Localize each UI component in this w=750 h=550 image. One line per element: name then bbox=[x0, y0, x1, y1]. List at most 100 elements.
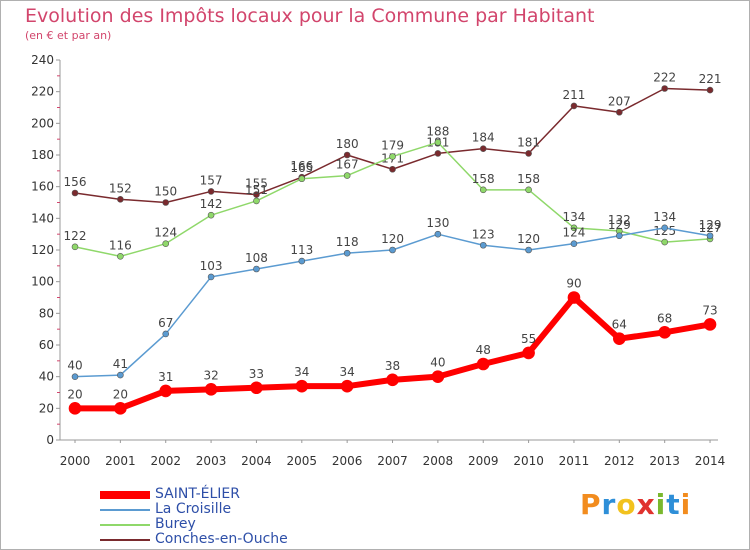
y-tick-label: 80 bbox=[39, 306, 54, 320]
data-point-burey bbox=[525, 186, 532, 194]
data-label-la-croisille: 118 bbox=[336, 235, 359, 249]
data-point-la-croisille bbox=[479, 241, 487, 249]
x-tick-label: 2010 bbox=[513, 454, 544, 468]
data-point-saint-elier bbox=[340, 379, 354, 393]
data-point-burey bbox=[434, 139, 442, 146]
data-label-burey: 179 bbox=[381, 139, 404, 153]
data-point-la-croisille bbox=[207, 273, 215, 281]
data-label-conches-en-ouche: 156 bbox=[64, 175, 87, 189]
data-point-burey bbox=[117, 253, 124, 260]
x-tick-label: 2014 bbox=[695, 454, 726, 468]
proxiti-logo: Proxiti bbox=[580, 488, 691, 521]
data-label-conches-en-ouche: 184 bbox=[472, 131, 495, 145]
data-label-saint-elier: 32 bbox=[203, 368, 218, 382]
logo-letter: x bbox=[636, 488, 656, 521]
data-label-saint-elier: 55 bbox=[521, 332, 536, 346]
legend-label: SAINT-ÉLIER bbox=[155, 486, 240, 502]
data-point-conches-en-ouche bbox=[616, 108, 623, 116]
legend-label: La Croisille bbox=[155, 501, 232, 517]
data-label-conches-en-ouche: 150 bbox=[154, 185, 177, 199]
data-point-conches-en-ouche bbox=[525, 150, 532, 157]
data-point-saint-elier bbox=[386, 373, 399, 387]
data-label-conches-en-ouche: 157 bbox=[200, 173, 223, 187]
data-point-saint-elier bbox=[703, 318, 717, 331]
chart-subtitle: (en € et par an) bbox=[25, 29, 112, 42]
data-point-burey bbox=[71, 243, 79, 251]
data-label-la-croisille: 67 bbox=[158, 316, 173, 330]
data-label-la-croisille: 108 bbox=[245, 251, 268, 265]
x-tick-label: 2008 bbox=[423, 454, 454, 468]
data-label-saint-elier: 64 bbox=[612, 318, 627, 332]
data-point-saint-elier bbox=[431, 370, 445, 383]
legend-swatch bbox=[100, 539, 150, 541]
data-point-la-croisille bbox=[434, 230, 442, 238]
data-label-la-croisille: 134 bbox=[653, 210, 676, 224]
data-point-burey bbox=[389, 153, 396, 160]
logo-letter: o bbox=[616, 488, 637, 521]
data-point-saint-elier bbox=[522, 346, 535, 360]
data-label-la-croisille: 129 bbox=[608, 218, 631, 232]
data-point-la-croisille bbox=[253, 265, 260, 273]
data-point-conches-en-ouche bbox=[162, 199, 170, 206]
data-point-la-croisille bbox=[71, 373, 79, 380]
data-point-burey bbox=[162, 240, 170, 247]
data-point-conches-en-ouche bbox=[706, 86, 714, 94]
data-point-conches-en-ouche bbox=[117, 196, 124, 203]
legend: SAINT-ÉLIER La Croisille Burey Conches-en-O… bbox=[100, 486, 320, 548]
data-label-conches-en-ouche: 221 bbox=[699, 72, 722, 86]
data-point-saint-elier bbox=[613, 332, 626, 345]
legend-label: Conches-en-Ouche bbox=[155, 531, 288, 547]
data-label-burey: 167 bbox=[336, 158, 359, 172]
data-label-la-croisille: 113 bbox=[290, 243, 313, 257]
y-tick-label: 0 bbox=[46, 433, 54, 447]
x-tick-label: 2009 bbox=[468, 454, 499, 468]
data-label-burey: 158 bbox=[517, 172, 540, 186]
data-label-saint-elier: 48 bbox=[476, 343, 491, 357]
data-point-la-croisille bbox=[162, 330, 170, 338]
y-tick-label: 240 bbox=[31, 53, 54, 67]
data-point-la-croisille bbox=[389, 246, 396, 254]
data-label-burey: 158 bbox=[472, 172, 495, 186]
data-label-la-croisille: 129 bbox=[699, 218, 722, 232]
legend-item: Conches-en-Ouche bbox=[100, 531, 320, 548]
data-label-conches-en-ouche: 207 bbox=[608, 94, 631, 108]
data-point-burey bbox=[479, 186, 487, 194]
data-point-la-croisille bbox=[616, 232, 623, 240]
legend-swatch bbox=[100, 524, 150, 526]
data-point-burey bbox=[661, 238, 668, 246]
x-tick-label: 2007 bbox=[377, 454, 408, 468]
data-label-burey: 151 bbox=[245, 183, 268, 197]
data-label-saint-elier: 33 bbox=[249, 367, 264, 381]
data-point-saint-elier bbox=[567, 291, 581, 304]
data-label-burey: 188 bbox=[426, 124, 449, 138]
y-tick-label: 100 bbox=[31, 275, 54, 289]
data-label-saint-elier: 40 bbox=[430, 356, 445, 370]
y-tick-label: 20 bbox=[39, 401, 54, 415]
x-tick-label: 2004 bbox=[241, 454, 272, 468]
data-point-saint-elier bbox=[114, 402, 127, 415]
data-point-la-croisille bbox=[298, 257, 306, 265]
data-label-saint-elier: 68 bbox=[657, 311, 672, 325]
x-tick-label: 2000 bbox=[60, 454, 91, 468]
data-point-la-croisille bbox=[706, 232, 714, 240]
data-label-saint-elier: 34 bbox=[294, 365, 309, 379]
y-tick-label: 140 bbox=[31, 211, 54, 225]
data-point-conches-en-ouche bbox=[479, 145, 487, 152]
data-label-la-croisille: 120 bbox=[381, 232, 404, 246]
y-tick-label: 60 bbox=[39, 338, 54, 352]
data-label-saint-elier: 73 bbox=[702, 303, 717, 317]
legend-item: Burey bbox=[100, 516, 320, 533]
data-point-saint-elier bbox=[204, 383, 218, 396]
data-label-burey: 122 bbox=[64, 229, 87, 243]
data-label-la-croisille: 123 bbox=[472, 227, 495, 241]
data-label-la-croisille: 41 bbox=[113, 357, 128, 371]
data-label-conches-en-ouche: 211 bbox=[563, 88, 586, 102]
data-point-conches-en-ouche bbox=[207, 188, 215, 195]
data-point-saint-elier bbox=[658, 326, 671, 339]
logo-letter: i bbox=[655, 488, 667, 521]
logo-letter: i bbox=[680, 488, 692, 521]
data-label-conches-en-ouche: 181 bbox=[517, 135, 540, 149]
data-point-la-croisille bbox=[343, 249, 351, 257]
data-label-saint-elier: 90 bbox=[566, 277, 581, 291]
